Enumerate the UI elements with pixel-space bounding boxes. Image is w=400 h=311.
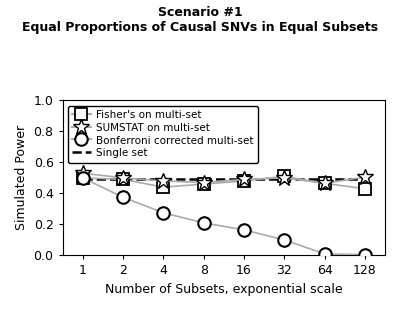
Y-axis label: Simulated Power: Simulated Power [15,125,28,230]
X-axis label: Number of Subsets, exponential scale: Number of Subsets, exponential scale [105,283,343,296]
Legend: Fisher's on multi-set, SUMSTAT on multi-set, Bonferroni corrected multi-set, Sin: Fisher's on multi-set, SUMSTAT on multi-… [68,105,258,163]
Text: Scenario #1
Equal Proportions of Causal SNVs in Equal Subsets: Scenario #1 Equal Proportions of Causal … [22,6,378,34]
